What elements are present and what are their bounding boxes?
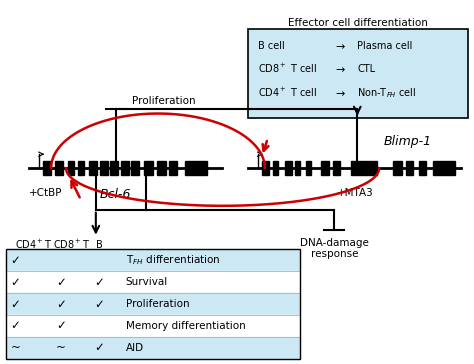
Bar bbox=[419, 161, 426, 175]
Text: $\rightarrow$: $\rightarrow$ bbox=[333, 88, 346, 98]
Text: ✓: ✓ bbox=[94, 341, 104, 354]
Bar bbox=[6, 249, 300, 271]
Text: ✓: ✓ bbox=[56, 297, 66, 310]
Bar bbox=[433, 161, 455, 175]
Text: AID: AID bbox=[126, 343, 144, 353]
Text: ~: ~ bbox=[10, 341, 20, 354]
Text: ✓: ✓ bbox=[10, 276, 20, 289]
Text: CD4$^+$T: CD4$^+$T bbox=[15, 238, 53, 251]
Bar bbox=[131, 161, 138, 175]
Text: ✓: ✓ bbox=[94, 297, 104, 310]
Bar bbox=[306, 161, 310, 175]
Bar bbox=[295, 161, 300, 175]
Bar bbox=[121, 161, 128, 175]
Bar bbox=[157, 161, 166, 175]
Bar bbox=[78, 161, 84, 175]
Bar bbox=[43, 161, 51, 175]
Bar bbox=[110, 161, 118, 175]
Text: Bcl-6: Bcl-6 bbox=[100, 188, 131, 201]
Bar bbox=[393, 161, 402, 175]
Bar bbox=[248, 29, 468, 119]
Text: $\rightarrow$: $\rightarrow$ bbox=[333, 64, 346, 74]
Bar bbox=[6, 337, 300, 359]
Text: ✓: ✓ bbox=[56, 276, 66, 289]
Bar bbox=[6, 315, 300, 337]
Text: T$_{FH}$ differentiation: T$_{FH}$ differentiation bbox=[126, 253, 220, 267]
Bar bbox=[6, 271, 300, 293]
Bar bbox=[6, 293, 300, 315]
Bar bbox=[320, 161, 329, 175]
Text: CD4$^+$ T cell: CD4$^+$ T cell bbox=[258, 86, 317, 99]
Text: +MTA3: +MTA3 bbox=[337, 188, 374, 198]
Bar bbox=[6, 293, 300, 315]
Text: B: B bbox=[96, 240, 102, 249]
Text: Proliferation: Proliferation bbox=[126, 299, 189, 309]
Bar bbox=[144, 161, 154, 175]
Text: B cell: B cell bbox=[258, 41, 284, 51]
Text: CTL: CTL bbox=[357, 64, 375, 74]
Bar bbox=[6, 315, 300, 337]
Bar bbox=[55, 161, 63, 175]
Text: Plasma cell: Plasma cell bbox=[357, 41, 413, 51]
Text: ✓: ✓ bbox=[10, 319, 20, 332]
Text: DNA-damage
response: DNA-damage response bbox=[300, 238, 369, 259]
Text: CD8$^+$ T cell: CD8$^+$ T cell bbox=[258, 62, 317, 75]
Text: Proliferation: Proliferation bbox=[132, 96, 195, 106]
Text: Non-T$_{FH}$ cell: Non-T$_{FH}$ cell bbox=[357, 86, 417, 100]
Bar bbox=[351, 161, 377, 175]
Text: ✓: ✓ bbox=[10, 297, 20, 310]
Bar bbox=[169, 161, 177, 175]
Bar bbox=[6, 271, 300, 293]
Text: Survival: Survival bbox=[126, 277, 168, 287]
Text: ✓: ✓ bbox=[94, 276, 104, 289]
Bar bbox=[6, 249, 300, 359]
Bar bbox=[89, 161, 97, 175]
Text: ~: ~ bbox=[56, 341, 66, 354]
Text: CD8$^+$T: CD8$^+$T bbox=[53, 238, 91, 251]
Text: ✓: ✓ bbox=[56, 319, 66, 332]
Bar bbox=[100, 161, 108, 175]
Bar bbox=[262, 161, 269, 175]
Text: Blimp-1: Blimp-1 bbox=[384, 135, 432, 148]
Bar bbox=[6, 249, 300, 271]
Bar bbox=[273, 161, 278, 175]
Bar bbox=[68, 161, 74, 175]
Bar bbox=[333, 161, 340, 175]
Text: ✓: ✓ bbox=[10, 254, 20, 267]
Text: Effector cell differentiation: Effector cell differentiation bbox=[288, 18, 428, 28]
Bar bbox=[6, 337, 300, 359]
Bar bbox=[185, 161, 207, 175]
Bar bbox=[406, 161, 413, 175]
Text: $\rightarrow$: $\rightarrow$ bbox=[333, 41, 346, 51]
Bar bbox=[285, 161, 292, 175]
Text: Memory differentiation: Memory differentiation bbox=[126, 321, 246, 331]
Text: +CtBP: +CtBP bbox=[29, 188, 63, 198]
